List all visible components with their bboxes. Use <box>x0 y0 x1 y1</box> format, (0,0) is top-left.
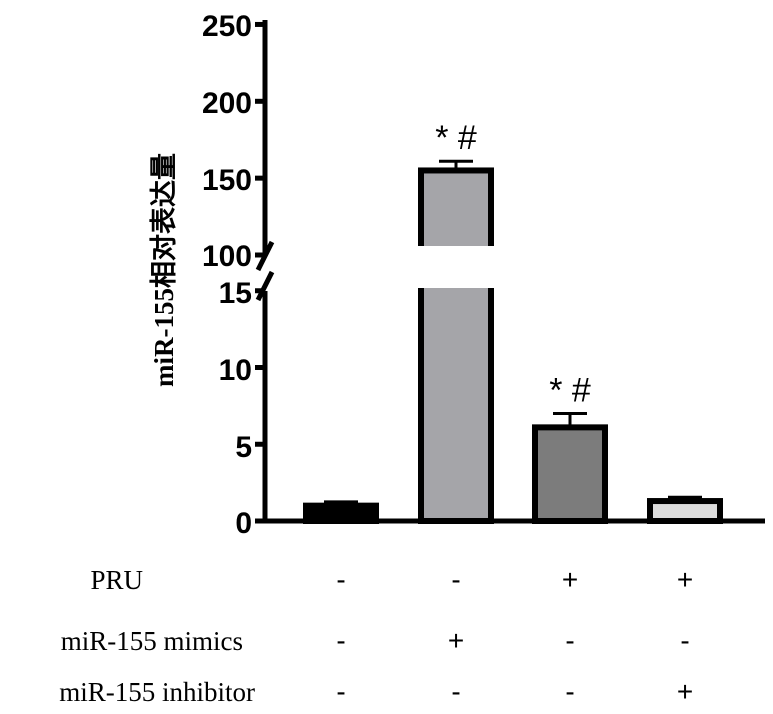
y-tick-label-15: 15 <box>219 277 252 310</box>
mimics-sign-3: - <box>565 625 574 656</box>
mimics-sign-4: - <box>680 625 689 656</box>
y-axis-label: miR-155相对表达量 <box>149 153 179 387</box>
significance-annotations: * # * # <box>435 119 591 409</box>
significance-label-3: * # <box>549 372 591 410</box>
bar-2-break-gap <box>417 246 495 288</box>
condition-table: PRU miR-155 mimics miR-155 inhibitor - -… <box>59 564 693 707</box>
y-tick-label-10: 10 <box>219 354 252 387</box>
pru-sign-1: - <box>336 564 345 595</box>
y-tick-label-200: 200 <box>202 87 252 120</box>
inhibitor-sign-2: - <box>451 676 460 707</box>
condition-label-pru: PRU <box>90 565 143 595</box>
inhibitor-sign-4: + <box>677 676 693 707</box>
condition-label-mimics: miR-155 mimics <box>61 626 243 656</box>
bar-2-break-mask-upper <box>424 240 488 246</box>
bar-2-lower <box>418 288 494 524</box>
pru-sign-3: + <box>562 564 578 595</box>
inhibitor-sign-1: - <box>336 676 345 707</box>
pru-sign-2: - <box>451 564 460 595</box>
pru-sign-4: + <box>677 564 693 595</box>
bar-1 <box>303 502 379 524</box>
mimics-sign-1: - <box>336 625 345 656</box>
bar-3 <box>532 424 608 524</box>
axis-break-mark-lower <box>255 270 275 302</box>
y-tick-label-5: 5 <box>235 431 252 464</box>
bars <box>303 159 723 525</box>
mimics-sign-2: + <box>448 625 464 656</box>
y-tick-label-250: 250 <box>202 10 252 43</box>
inhibitor-sign-3: - <box>565 676 574 707</box>
significance-label-2: * # <box>435 119 477 157</box>
bar-2-upper <box>418 167 494 246</box>
axes <box>255 20 765 524</box>
y-tick-label-100: 100 <box>202 240 252 273</box>
y-tick-label-150: 150 <box>202 164 252 197</box>
y-tick-label-0: 0 <box>235 507 252 540</box>
bar-2-break-mask-lower <box>424 288 488 294</box>
bar-4 <box>647 498 723 525</box>
condition-label-inhibitor: miR-155 inhibitor <box>59 677 255 707</box>
